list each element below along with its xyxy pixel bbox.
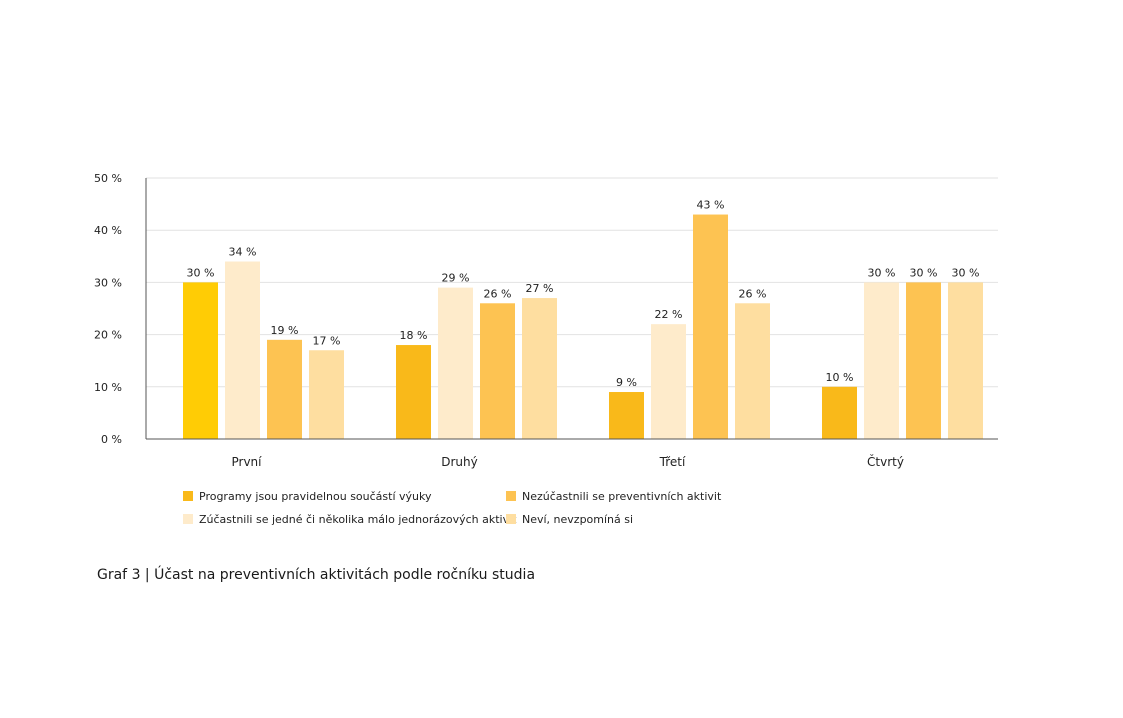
data-label: 34 % — [229, 246, 257, 259]
data-label: 30 % — [910, 266, 938, 279]
y-tick-label: 0 % — [101, 433, 122, 446]
data-label: 22 % — [655, 308, 683, 321]
bar — [309, 350, 344, 439]
legend-label: Neví, nevzpomíná si — [522, 512, 634, 526]
legend-item: Neví, nevzpomíná si — [506, 512, 806, 526]
y-tick-label: 10 % — [94, 381, 122, 394]
legend-item: Zúčastnili se jedné či několika málo jed… — [183, 512, 517, 526]
figure-caption: Graf 3 | Účast na preventivních aktivitá… — [97, 567, 536, 583]
y-tick-label: 40 % — [94, 224, 122, 237]
data-label: 27 % — [526, 282, 554, 295]
bar — [183, 282, 218, 439]
bar — [735, 303, 770, 439]
x-category-label: První — [232, 455, 263, 469]
x-category-label: Třetí — [659, 455, 686, 469]
data-label: 30 % — [868, 266, 896, 279]
bar — [267, 339, 302, 439]
bar — [609, 392, 644, 439]
bar — [522, 298, 557, 439]
legend-swatch — [506, 491, 516, 501]
bar — [651, 324, 686, 439]
bar — [906, 282, 941, 439]
bar — [438, 287, 473, 439]
data-label: 19 % — [271, 324, 299, 337]
legend-swatch — [183, 491, 193, 501]
y-axis-tick-labels: 0 % 10 % 20 % 30 % 40 % 50 % — [94, 172, 122, 446]
bar — [225, 261, 260, 439]
x-category-label: Čtvrtý — [867, 454, 904, 469]
data-label: 30 % — [952, 266, 980, 279]
y-tick-label: 50 % — [94, 172, 122, 185]
data-label: 29 % — [442, 272, 470, 285]
data-label: 17 % — [313, 334, 341, 347]
data-label: 43 % — [697, 199, 725, 212]
legend-item: Programy jsou pravidelnou součástí výuky — [183, 489, 506, 503]
legend-label: Programy jsou pravidelnou součástí výuky — [199, 489, 432, 503]
data-label: 10 % — [826, 371, 854, 384]
bars — [183, 214, 983, 439]
bar — [864, 282, 899, 439]
bar — [822, 386, 857, 439]
bar — [693, 214, 728, 439]
legend-label: Nezúčastnili se preventivních aktivit — [522, 489, 722, 503]
data-label: 9 % — [616, 376, 637, 389]
data-labels: 30 % 34 % 19 % 17 % 18 % 29 % 26 % 27 % 9 % 22 % 4… — [187, 199, 980, 389]
bar — [948, 282, 983, 439]
legend-label: Zúčastnili se jedné či několika málo jed… — [199, 512, 517, 526]
legend-swatch — [506, 514, 516, 524]
bar — [396, 345, 431, 439]
legend-item: Nezúčastnili se preventivních aktivit — [506, 489, 806, 503]
data-label: 26 % — [484, 287, 512, 300]
data-label: 26 % — [739, 287, 767, 300]
data-label: 18 % — [400, 329, 428, 342]
bar — [480, 303, 515, 439]
x-axis-category-labels: První Druhý Třetí Čtvrtý — [232, 454, 904, 469]
y-tick-label: 20 % — [94, 329, 122, 342]
y-tick-label: 30 % — [94, 276, 122, 289]
legend: Programy jsou pravidelnou součástí výuky… — [183, 489, 806, 526]
data-label: 30 % — [187, 266, 215, 279]
x-category-label: Druhý — [441, 455, 478, 469]
legend-swatch — [183, 514, 193, 524]
